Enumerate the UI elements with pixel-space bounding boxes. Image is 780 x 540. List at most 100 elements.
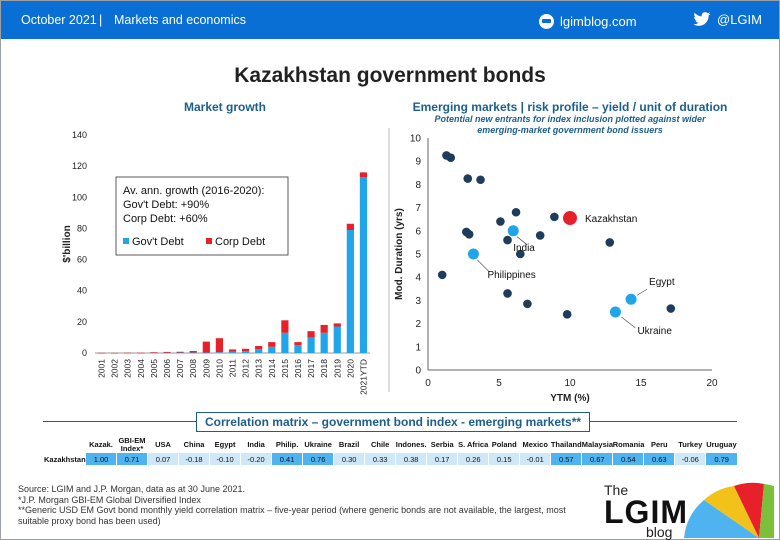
scatter-point bbox=[503, 289, 512, 298]
bar-corp-debt bbox=[189, 350, 197, 353]
scatter-point bbox=[535, 231, 545, 240]
source-line: Source: LGIM and J.P. Morgan, data as at… bbox=[18, 484, 245, 494]
scatter-y-tick-label: 0 bbox=[415, 366, 421, 377]
legend-entry: Gov't Debt bbox=[132, 236, 184, 248]
site-label: lgimblog.com bbox=[560, 13, 637, 29]
bar-x-tick-label: 2019 bbox=[332, 359, 342, 378]
bar-x-tick-label: 2014 bbox=[267, 359, 277, 378]
scatter-subtitle: Potential new entrants for index inclusi… bbox=[400, 114, 740, 136]
corr-cell: 0.79 bbox=[705, 453, 737, 465]
bar-govt-debt bbox=[228, 351, 237, 353]
corr-column-header: Turkey bbox=[678, 440, 703, 449]
scatter-point bbox=[562, 310, 572, 319]
bar-y-tick-label: 100 bbox=[72, 192, 87, 202]
twitter-bird-icon bbox=[693, 12, 711, 26]
corr-column-header: Brazil bbox=[338, 440, 360, 449]
corr-column-header: GBI-EM Index* bbox=[118, 436, 146, 453]
bar-govt-debt bbox=[281, 332, 289, 353]
scatter-y-tick-label: 6 bbox=[415, 226, 421, 237]
corr-column-header: USA bbox=[155, 440, 171, 449]
bar-y-tick-label: 80 bbox=[77, 223, 87, 233]
scatter-x-axis-label: YTM (%) bbox=[550, 393, 589, 404]
scatter-x-tick-label: 0 bbox=[425, 378, 431, 389]
scatter-point bbox=[523, 299, 532, 309]
scatter-point bbox=[496, 217, 505, 226]
bar-x-tick-label: 2012 bbox=[241, 359, 251, 378]
bar-corp-debt bbox=[111, 352, 119, 354]
bar-x-tick-label: 2005 bbox=[149, 359, 159, 378]
bar-y-tick-label: 0 bbox=[82, 348, 87, 358]
bar-y-tick-label: 40 bbox=[77, 286, 87, 296]
scatter-point bbox=[516, 249, 525, 259]
bar-x-tick-label: 2021YTD bbox=[358, 359, 368, 395]
bar-y-tick-label: 60 bbox=[77, 255, 87, 265]
bar-corp-debt bbox=[359, 172, 368, 178]
scatter-y-tick-label: 10 bbox=[410, 134, 422, 145]
scatter-x-tick-label: 5 bbox=[496, 378, 502, 389]
scatter-label-leader bbox=[621, 316, 636, 329]
bar-corp-debt bbox=[320, 324, 328, 333]
footer-notes: Source: LGIM and J.P. Morgan, data as at… bbox=[18, 484, 578, 526]
top-bar: October 2021 | Markets and economics lgi… bbox=[1, 1, 779, 39]
scatter-point bbox=[476, 175, 485, 185]
corr-column-header: Thailand bbox=[550, 440, 582, 449]
twitter-link[interactable]: @LGIM bbox=[693, 12, 762, 27]
scatter-highlight-label: Ukraine bbox=[637, 326, 672, 337]
bar-y-tick-label: 140 bbox=[72, 130, 87, 140]
bar-govt-debt bbox=[268, 346, 276, 353]
scatter-y-tick-label: 7 bbox=[415, 203, 421, 214]
site-link[interactable]: lgimblog.com bbox=[539, 12, 637, 30]
legend-swatch bbox=[206, 238, 212, 244]
twitter-handle: @LGIM bbox=[717, 12, 762, 27]
section-link[interactable]: Markets and economics bbox=[114, 13, 247, 27]
scatter-label-leader bbox=[636, 288, 648, 296]
corr-column-header: Indones. bbox=[395, 440, 427, 449]
bar-govt-debt bbox=[307, 337, 315, 353]
bar-corp-debt bbox=[97, 352, 106, 354]
scatter-y-tick-label: 3 bbox=[415, 296, 421, 307]
corr-column-header: S. Africa bbox=[458, 440, 489, 449]
scatter-point bbox=[503, 235, 512, 245]
lgim-blog-logo: The LGIM blog bbox=[604, 480, 774, 540]
scatter-highlight-point bbox=[466, 247, 480, 261]
umbrella-icon bbox=[684, 482, 774, 538]
bar-corp-debt bbox=[228, 349, 237, 352]
scatter-chart: 0 1 2 3 4 5 6 7 8 9 10 0 5 10 15 20 YTM (%) Mod. Duration… bbox=[394, 134, 718, 405]
bar-corp-debt bbox=[241, 348, 250, 352]
bar-corp-debt bbox=[268, 342, 276, 347]
bar-x-tick-label: 2013 bbox=[254, 359, 264, 378]
scatter-y-tick-label: 1 bbox=[415, 342, 421, 353]
growth-annotation-line: Gov't Debt: +90% bbox=[123, 199, 209, 211]
bar-y-tick-label: 20 bbox=[77, 317, 87, 327]
corr-cell: -0.20 bbox=[240, 453, 272, 465]
corr-cell: 0.67 bbox=[581, 453, 613, 465]
scatter-y-tick-label: 4 bbox=[415, 273, 421, 284]
footnote-1: *J.P. Morgan GBI-EM Global Diversified I… bbox=[18, 494, 201, 505]
footnote-2: **Generic USD EM Govt bond monthly yield… bbox=[18, 505, 566, 526]
bar-govt-debt bbox=[215, 352, 224, 353]
corr-column-header: Uruguay bbox=[706, 440, 737, 449]
scatter-chart-title: Emerging markets | risk profile – yield … bbox=[412, 100, 728, 114]
corr-column-header: Kazak. bbox=[89, 440, 113, 449]
bar-x-tick-label: 2020 bbox=[345, 359, 355, 378]
bar-x-tick-label: 2011 bbox=[228, 359, 238, 378]
corr-cell: 0.63 bbox=[643, 453, 675, 465]
corr-column-header: Egypt bbox=[214, 440, 236, 449]
bar-govt-debt bbox=[150, 352, 158, 354]
scatter-highlight-label: Kazakhstan bbox=[585, 214, 637, 225]
logo-the: The bbox=[604, 482, 629, 498]
bar-govt-debt bbox=[346, 229, 354, 353]
scatter-point bbox=[666, 304, 676, 313]
growth-annotation-box bbox=[115, 176, 289, 256]
scatter-x-tick-label: 15 bbox=[635, 378, 647, 389]
bar-x-tick-label: 2007 bbox=[175, 359, 185, 378]
scatter-point bbox=[550, 212, 559, 222]
logo-blog: blog bbox=[646, 524, 673, 540]
bar-corp-debt bbox=[333, 323, 341, 327]
corr-column-header: Mexico bbox=[522, 440, 548, 449]
bar-corp-debt bbox=[215, 338, 224, 353]
scatter-highlight-point bbox=[562, 210, 578, 227]
corr-cell: 0.76 bbox=[302, 453, 334, 465]
growth-annotation-line: Corp Debt: +60% bbox=[123, 213, 208, 225]
